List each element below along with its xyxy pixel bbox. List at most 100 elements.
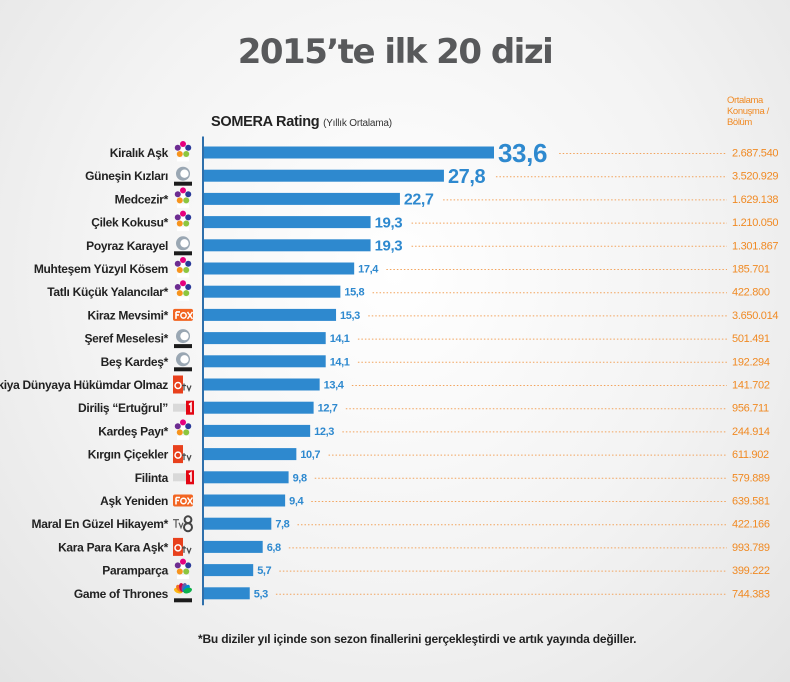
speech-header-line-3: Bölüm — [727, 117, 752, 128]
bar-row: Medcezir* 22,7 1.629.138 — [115, 187, 779, 209]
bar-row: Maral En Güzel Hikayem* 7,8 422.166 — [32, 515, 770, 533]
fox-logo-icon — [173, 308, 194, 321]
category-label: Güneşin Kızları — [85, 169, 168, 183]
bar — [204, 192, 400, 205]
rating-axis-label: SOMERA Rating (Yıllık Ortalama) — [211, 114, 392, 130]
value-label: 19,3 — [375, 238, 403, 255]
category-label: Kırgın Çiçekler — [88, 448, 169, 462]
speech-count-label: 1.629.138 — [732, 194, 778, 206]
category-label: Game of Thrones — [74, 587, 169, 601]
category-label: Eşkiya Dünyaya Hükümdar Olmaz — [0, 378, 168, 392]
rating-label-sub: (Yıllık Ortalama) — [323, 118, 392, 129]
star-tv-logo-icon — [174, 141, 192, 162]
speech-count-label: 1.301.867 — [732, 240, 778, 252]
speech-count-label: 501.491 — [732, 333, 770, 345]
value-label: 17,4 — [358, 263, 379, 275]
trt1-logo-icon — [173, 400, 194, 415]
speech-count-label: 993.789 — [732, 542, 770, 554]
bar-row: Poyraz Karayel 19,3 1.301.867 — [86, 236, 779, 256]
bar-row: Game of Thrones 5,3 744.383 — [74, 583, 770, 603]
speech-count-label: 422.800 — [732, 287, 770, 299]
bar-row: Aşk Yeniden 9,4 639.581 — [100, 494, 770, 508]
speech-count-label: 579.889 — [732, 472, 770, 484]
value-label: 5,7 — [257, 565, 271, 577]
speech-count-label: 141.702 — [732, 380, 770, 392]
bar — [204, 308, 337, 321]
bar-row: Beş Kardeş* 14,1 192.294 — [101, 352, 770, 372]
speech-count-label: 185.701 — [732, 264, 770, 276]
bar — [204, 540, 263, 553]
category-label: Kara Para Kara Aşk* — [58, 540, 169, 554]
bar — [204, 564, 254, 577]
bar — [204, 378, 320, 391]
value-label: 5,3 — [254, 588, 268, 600]
bar-row: Kardeş Payı* 12,3 244.914 — [98, 419, 770, 440]
bar-row: Güneşin Kızları 27,8 3.520.929 — [85, 166, 779, 188]
category-label: Kiralık Aşk — [110, 146, 169, 160]
bar-row: Filinta 9,8 579.889 — [135, 470, 770, 485]
tv8-logo-icon — [173, 515, 193, 533]
value-label: 7,8 — [275, 519, 289, 531]
star-tv-logo-icon — [174, 187, 192, 208]
bar-row: Muhteşem Yüzyıl Kösem 17,4 185.701 — [34, 257, 770, 278]
value-label: 22,7 — [404, 192, 434, 209]
star-tv-logo-icon — [174, 257, 192, 278]
speech-count-label: 2.687.540 — [732, 148, 778, 160]
speech-count-label: 611.902 — [732, 449, 769, 461]
value-label: 33,6 — [498, 138, 547, 168]
bar — [204, 285, 341, 298]
category-label: Beş Kardeş* — [101, 355, 169, 369]
bar — [204, 471, 289, 484]
star-tv-logo-icon — [174, 419, 192, 440]
value-label: 6,8 — [267, 542, 281, 554]
value-label: 14,1 — [330, 356, 350, 368]
category-label: Filinta — [135, 471, 169, 485]
kanal-d-logo-icon — [174, 352, 192, 372]
category-label: Aşk Yeniden — [100, 494, 168, 508]
bar — [204, 424, 311, 437]
category-label: Muhteşem Yüzyıl Kösem — [34, 262, 168, 276]
atv-logo-icon — [173, 537, 192, 556]
footnote: *Bu diziler yıl içinde son sezon finalle… — [198, 632, 637, 646]
bar-row: Kiralık Aşk 33,6 2.687.540 — [110, 138, 779, 168]
bar-row: Diriliş “Ertuğrul” 12,7 956.711 — [78, 400, 769, 415]
star-tv-logo-icon — [174, 280, 192, 301]
bar — [204, 169, 444, 182]
bar — [204, 262, 355, 275]
trt1-logo-icon — [173, 470, 194, 485]
category-label: Kiraz Mevsimi* — [87, 308, 168, 322]
value-label: 13,4 — [324, 379, 345, 391]
bar — [204, 355, 326, 368]
bar — [204, 448, 297, 461]
category-label: Tatlı Küçük Yalancılar* — [47, 285, 168, 299]
speech-count-label: 244.914 — [732, 426, 770, 438]
cnbc-e-logo-icon — [173, 583, 193, 603]
atv-logo-icon — [173, 445, 192, 464]
category-label: Çilek Kokusu* — [91, 216, 168, 230]
value-label: 12,7 — [318, 403, 338, 415]
speech-count-label: 639.581 — [732, 496, 770, 508]
speech-count-label: 422.166 — [732, 519, 770, 531]
speech-count-label: 1.210.050 — [732, 217, 778, 229]
value-label: 9,8 — [293, 472, 307, 484]
speech-count-label: 3.650.014 — [732, 310, 778, 322]
bar-row: Kara Para Kara Aşk* 6,8 993.789 — [58, 537, 770, 556]
bar-row: Tatlı Küçük Yalancılar* 15,8 422.800 — [47, 280, 770, 301]
category-label: Şeref Meselesi* — [84, 332, 168, 346]
kanal-d-logo-icon — [174, 166, 192, 186]
value-label: 10,7 — [300, 449, 320, 461]
bar — [204, 517, 272, 530]
bar — [204, 146, 494, 159]
kanal-d-logo-icon — [174, 329, 192, 349]
category-label: Medcezir* — [115, 192, 169, 206]
value-label: 15,3 — [340, 310, 360, 322]
fox-logo-icon — [173, 494, 194, 507]
star-tv-logo-icon — [174, 210, 192, 232]
bar — [204, 239, 371, 252]
speech-count-label: 3.520.929 — [732, 171, 778, 183]
bar — [204, 494, 286, 507]
speech-count-label: 192.294 — [732, 356, 770, 368]
speech-count-label: 744.383 — [732, 588, 770, 600]
value-label: 15,8 — [344, 287, 364, 299]
